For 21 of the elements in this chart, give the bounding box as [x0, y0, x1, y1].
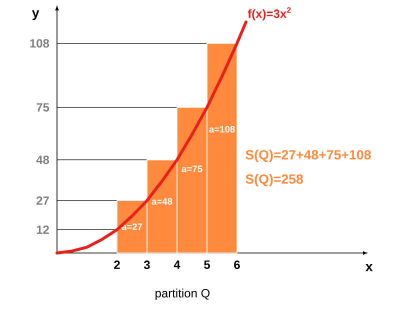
y-tick-label: 12 — [36, 226, 49, 234]
x-tick-label: 6 — [234, 260, 240, 270]
y-axis-title: y — [32, 10, 40, 20]
text: partition Q — [156, 288, 210, 300]
x-tick-label: 4 — [174, 260, 180, 269]
annotation: S(Q)=258 — [246, 174, 304, 186]
data-label: a=108 — [209, 126, 235, 133]
y-tick-label: 48 — [36, 156, 50, 164]
line-series — [56, 20, 248, 254]
x-tick-label: 5 — [204, 260, 210, 269]
data-label: a=48 — [152, 198, 172, 205]
data-label: a=75 — [182, 166, 202, 172]
x-axis-title: x — [365, 264, 373, 272]
x-tick-label: 3 — [144, 260, 150, 270]
series-label: f(x)=3x$^{2}$ — [248, 7, 291, 20]
y-tick-label: 108 — [30, 39, 50, 48]
annotation: S(Q)=27+48+75+108 — [246, 150, 371, 162]
y-tick-label: 27 — [36, 196, 49, 205]
y-tick-label: 75 — [36, 103, 50, 112]
data-label: a=27 — [122, 223, 142, 230]
x-tick-label: 2 — [114, 260, 120, 269]
